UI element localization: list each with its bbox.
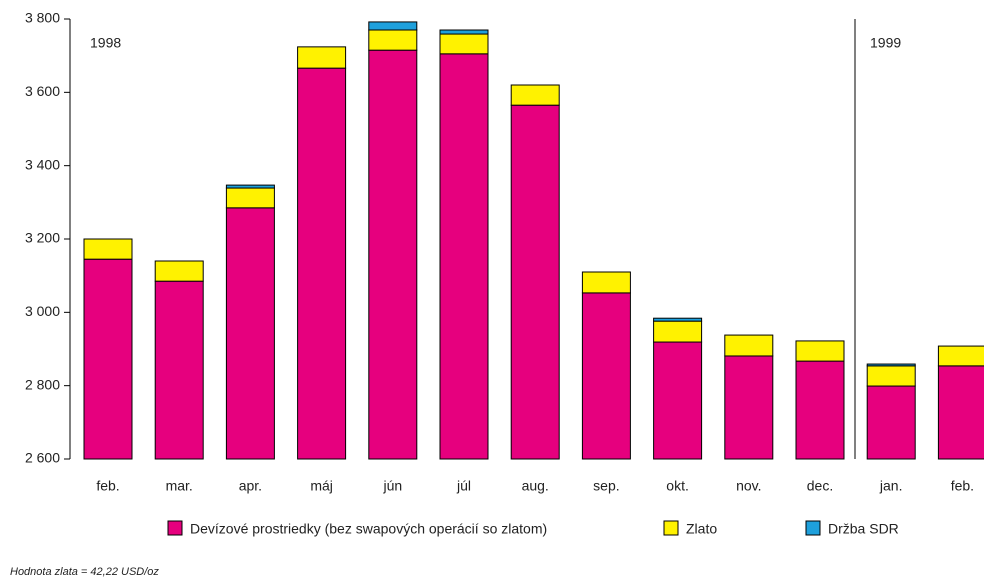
bar-segment bbox=[225, 207, 275, 460]
x-tick-label: nov. bbox=[736, 478, 761, 494]
bar-segment bbox=[297, 67, 347, 460]
x-tick-label: aug. bbox=[522, 478, 549, 494]
x-tick-label: feb. bbox=[96, 478, 119, 494]
footnote: Hodnota zlata = 42,22 USD/oz bbox=[10, 566, 159, 578]
y-tick-label: 3 000 bbox=[25, 303, 60, 319]
y-tick-label: 3 200 bbox=[25, 230, 60, 246]
bar-segment bbox=[937, 345, 984, 367]
bar-segment bbox=[83, 258, 133, 460]
year-label: 1999 bbox=[870, 35, 901, 51]
bar-segment bbox=[653, 320, 703, 343]
bar-segment bbox=[866, 385, 916, 460]
bar-segment bbox=[439, 33, 489, 55]
bar-segment bbox=[510, 84, 560, 106]
x-tick-label: apr. bbox=[239, 478, 262, 494]
bar-segment bbox=[866, 365, 916, 387]
bar-segment bbox=[368, 49, 418, 460]
legend-label: Držba SDR bbox=[828, 521, 899, 537]
y-tick-label: 3 600 bbox=[25, 83, 60, 99]
x-tick-label: okt. bbox=[666, 478, 689, 494]
year-label: 1998 bbox=[90, 35, 121, 51]
bar-segment bbox=[368, 29, 418, 51]
x-tick-label: júl bbox=[456, 478, 471, 494]
legend-swatch bbox=[663, 520, 679, 536]
legend-swatch bbox=[167, 520, 183, 536]
bar-segment bbox=[795, 340, 845, 362]
legend-swatch bbox=[805, 520, 821, 536]
bar-segment bbox=[653, 341, 703, 460]
bar-segment bbox=[937, 365, 984, 460]
bar-segment bbox=[795, 360, 845, 460]
y-tick-label: 3 800 bbox=[25, 10, 60, 26]
y-tick-label: 3 400 bbox=[25, 156, 60, 172]
bar-segment bbox=[724, 334, 774, 357]
x-tick-label: jún bbox=[382, 478, 402, 494]
bar-segment bbox=[368, 21, 418, 31]
bar-segment bbox=[581, 292, 631, 460]
bar-segment bbox=[724, 355, 774, 460]
x-tick-label: máj bbox=[310, 478, 333, 494]
bar-segment bbox=[653, 317, 703, 322]
bar-segment bbox=[154, 280, 204, 460]
bar-segment bbox=[83, 238, 133, 260]
bar-segment bbox=[866, 363, 916, 367]
x-tick-label: mar. bbox=[166, 478, 193, 494]
legend-label: Zlato bbox=[686, 521, 717, 537]
bar-segment bbox=[225, 187, 275, 209]
legend-label: Devízové prostriedky (bez swapových oper… bbox=[190, 521, 547, 537]
bar-segment bbox=[439, 53, 489, 460]
bar-segment bbox=[225, 184, 275, 189]
bar-segment bbox=[510, 104, 560, 460]
y-tick-label: 2 600 bbox=[25, 450, 60, 466]
x-tick-label: sep. bbox=[593, 478, 619, 494]
x-tick-label: jan. bbox=[879, 478, 903, 494]
x-tick-label: feb. bbox=[951, 478, 974, 494]
bar-segment bbox=[154, 260, 204, 282]
y-tick-label: 2 800 bbox=[25, 376, 60, 392]
bar-segment bbox=[439, 29, 489, 35]
x-tick-label: dec. bbox=[807, 478, 833, 494]
bar-segment bbox=[297, 46, 347, 69]
bar-segment bbox=[581, 271, 631, 294]
